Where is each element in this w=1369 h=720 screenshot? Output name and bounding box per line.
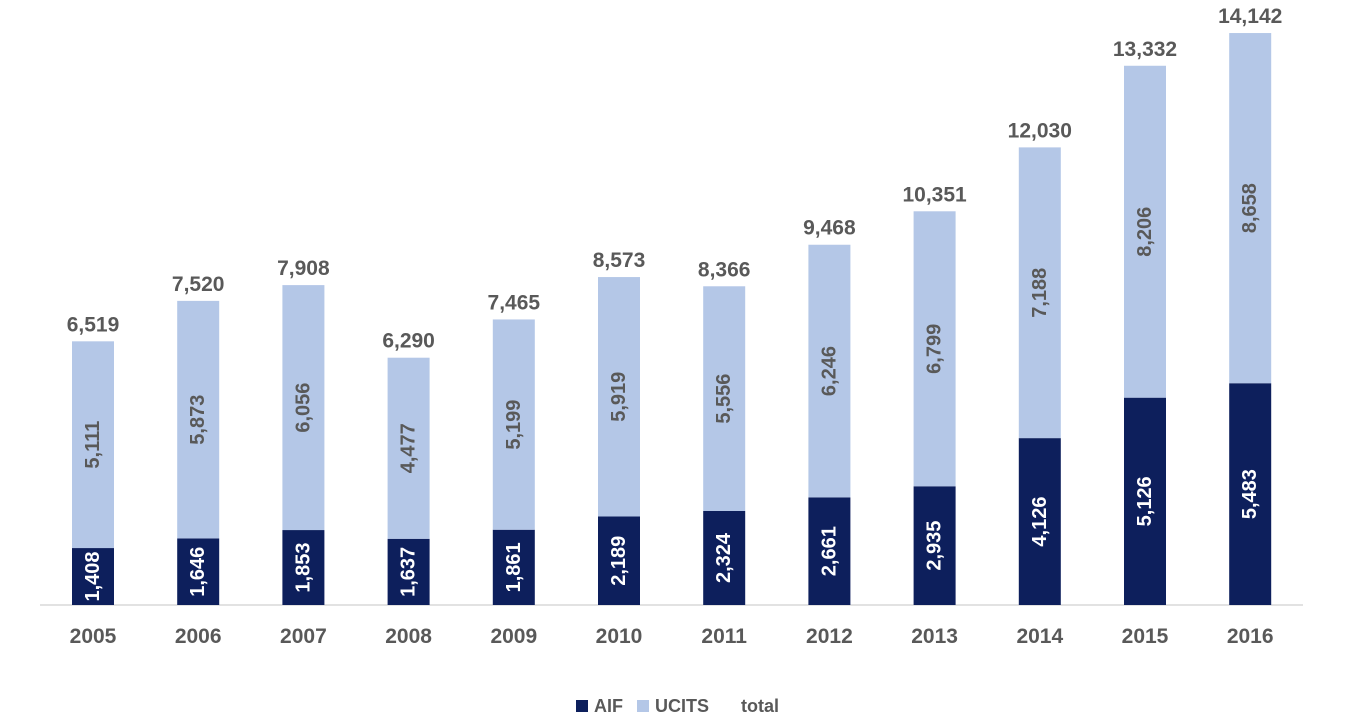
bar-ucits-2006 <box>177 300 220 539</box>
bar-aif-2012 <box>808 497 851 605</box>
label-ucits-2010: 5,919 <box>608 372 630 422</box>
x-tick-2009: 2009 <box>490 625 537 648</box>
label-aif-2016: 5,483 <box>1239 469 1261 519</box>
bar-ucits-2016 <box>1229 33 1272 384</box>
bar-aif-2014 <box>1018 438 1061 605</box>
x-tick-2010: 2010 <box>596 625 643 648</box>
label-total-2013: 10,351 <box>902 183 967 206</box>
label-ucits-2012: 6,246 <box>818 346 840 396</box>
label-aif-2014: 4,126 <box>1029 497 1051 547</box>
legend-item-total: total <box>723 696 779 717</box>
bar-ucits-2005 <box>72 341 114 549</box>
bar-aif-2015 <box>1124 397 1166 605</box>
legend-item-ucits: UCITS <box>637 696 709 717</box>
x-tick-2013: 2013 <box>911 625 958 648</box>
bar-ucits-2008 <box>387 357 430 539</box>
bar-aif-2006 <box>177 538 220 605</box>
label-total-2012: 9,468 <box>803 217 856 240</box>
x-tick-2008: 2008 <box>385 625 432 648</box>
x-tick-2012: 2012 <box>806 625 853 648</box>
label-aif-2013: 2,935 <box>924 521 946 571</box>
label-total-2016: 14,142 <box>1218 5 1282 28</box>
label-ucits-2011: 5,556 <box>713 374 735 424</box>
label-total-2015: 13,332 <box>1113 38 1177 61</box>
bar-ucits-2007 <box>282 285 325 531</box>
label-total-2009: 7,465 <box>488 291 541 314</box>
label-aif-2008: 1,637 <box>398 547 420 597</box>
label-ucits-2007: 6,056 <box>292 383 314 433</box>
label-total-2014: 12,030 <box>1008 119 1072 142</box>
bar-ucits-2009 <box>492 319 535 530</box>
bar-aif-2013 <box>913 486 956 605</box>
legend-label-ucits: UCITS <box>655 695 709 716</box>
label-ucits-2016: 8,658 <box>1239 183 1261 233</box>
label-ucits-2008: 4,477 <box>398 423 420 473</box>
legend: AIF UCITS total <box>0 694 1369 718</box>
label-aif-2012: 2,661 <box>818 526 840 576</box>
label-ucits-2014: 7,188 <box>1029 268 1051 318</box>
legend-swatch-total <box>723 700 735 712</box>
x-tick-labels-group: 2005 2006 2007 2008 2009 2010 2011 2012 2013 2014… <box>70 625 1274 648</box>
x-tick-2015: 2015 <box>1122 625 1169 648</box>
bar-ucits-2012 <box>808 244 851 498</box>
label-ucits-2015: 8,206 <box>1134 207 1156 257</box>
x-tick-2006: 2006 <box>175 625 222 648</box>
bar-ucits-2011 <box>703 286 746 512</box>
label-aif-2007: 1,853 <box>292 542 314 592</box>
bar-aif-2010 <box>598 516 640 605</box>
label-total-2011: 8,366 <box>698 258 751 281</box>
bar-aif-2011 <box>703 511 746 605</box>
bar-aif-2009 <box>492 529 535 605</box>
label-aif-2009: 1,861 <box>503 542 525 592</box>
legend-swatch-aif <box>576 700 588 712</box>
label-total-2008: 6,290 <box>382 330 435 353</box>
label-total-2007: 7,908 <box>277 257 330 280</box>
label-total-2010: 8,573 <box>593 249 646 272</box>
x-tick-2016: 2016 <box>1227 625 1274 648</box>
label-ucits-2013: 6,799 <box>924 324 946 374</box>
label-ucits-2009: 5,199 <box>503 400 525 450</box>
bars-group <box>72 33 1272 605</box>
bar-ucits-2015 <box>1124 65 1166 398</box>
legend-swatch-ucits <box>637 700 649 712</box>
label-total-2005: 6,519 <box>67 313 120 336</box>
x-tick-2007: 2007 <box>280 625 327 648</box>
bar-ucits-2013 <box>913 211 956 487</box>
label-aif-2011: 2,324 <box>713 532 735 583</box>
x-tick-2005: 2005 <box>70 625 117 648</box>
bar-aif-2005 <box>72 548 114 605</box>
total-labels-group: 6,519 7,520 7,908 6,290 7,465 8,573 8,366 9,468… <box>67 5 1283 353</box>
segment-labels-group: 1,408 5,111 1,646 5,873 1,853 6,056 1,637 4,477… <box>82 183 1261 601</box>
legend-item-aif: AIF <box>576 696 623 717</box>
label-aif-2005: 1,408 <box>82 551 104 601</box>
legend-label-total: total <box>741 695 779 716</box>
bar-aif-2016 <box>1229 383 1272 605</box>
label-ucits-2006: 5,873 <box>187 395 209 445</box>
label-aif-2015: 5,126 <box>1134 476 1156 526</box>
label-ucits-2005: 5,111 <box>82 421 104 469</box>
x-tick-2011: 2011 <box>701 625 747 648</box>
x-tick-2014: 2014 <box>1016 625 1063 648</box>
label-aif-2006: 1,646 <box>187 547 209 597</box>
bar-ucits-2014 <box>1018 147 1061 439</box>
legend-label-aif: AIF <box>594 695 623 716</box>
label-aif-2010: 2,189 <box>608 536 630 586</box>
bar-aif-2008 <box>387 538 430 605</box>
bar-ucits-2010 <box>598 277 640 517</box>
bar-aif-2007 <box>282 530 325 605</box>
label-total-2006: 7,520 <box>172 273 225 296</box>
